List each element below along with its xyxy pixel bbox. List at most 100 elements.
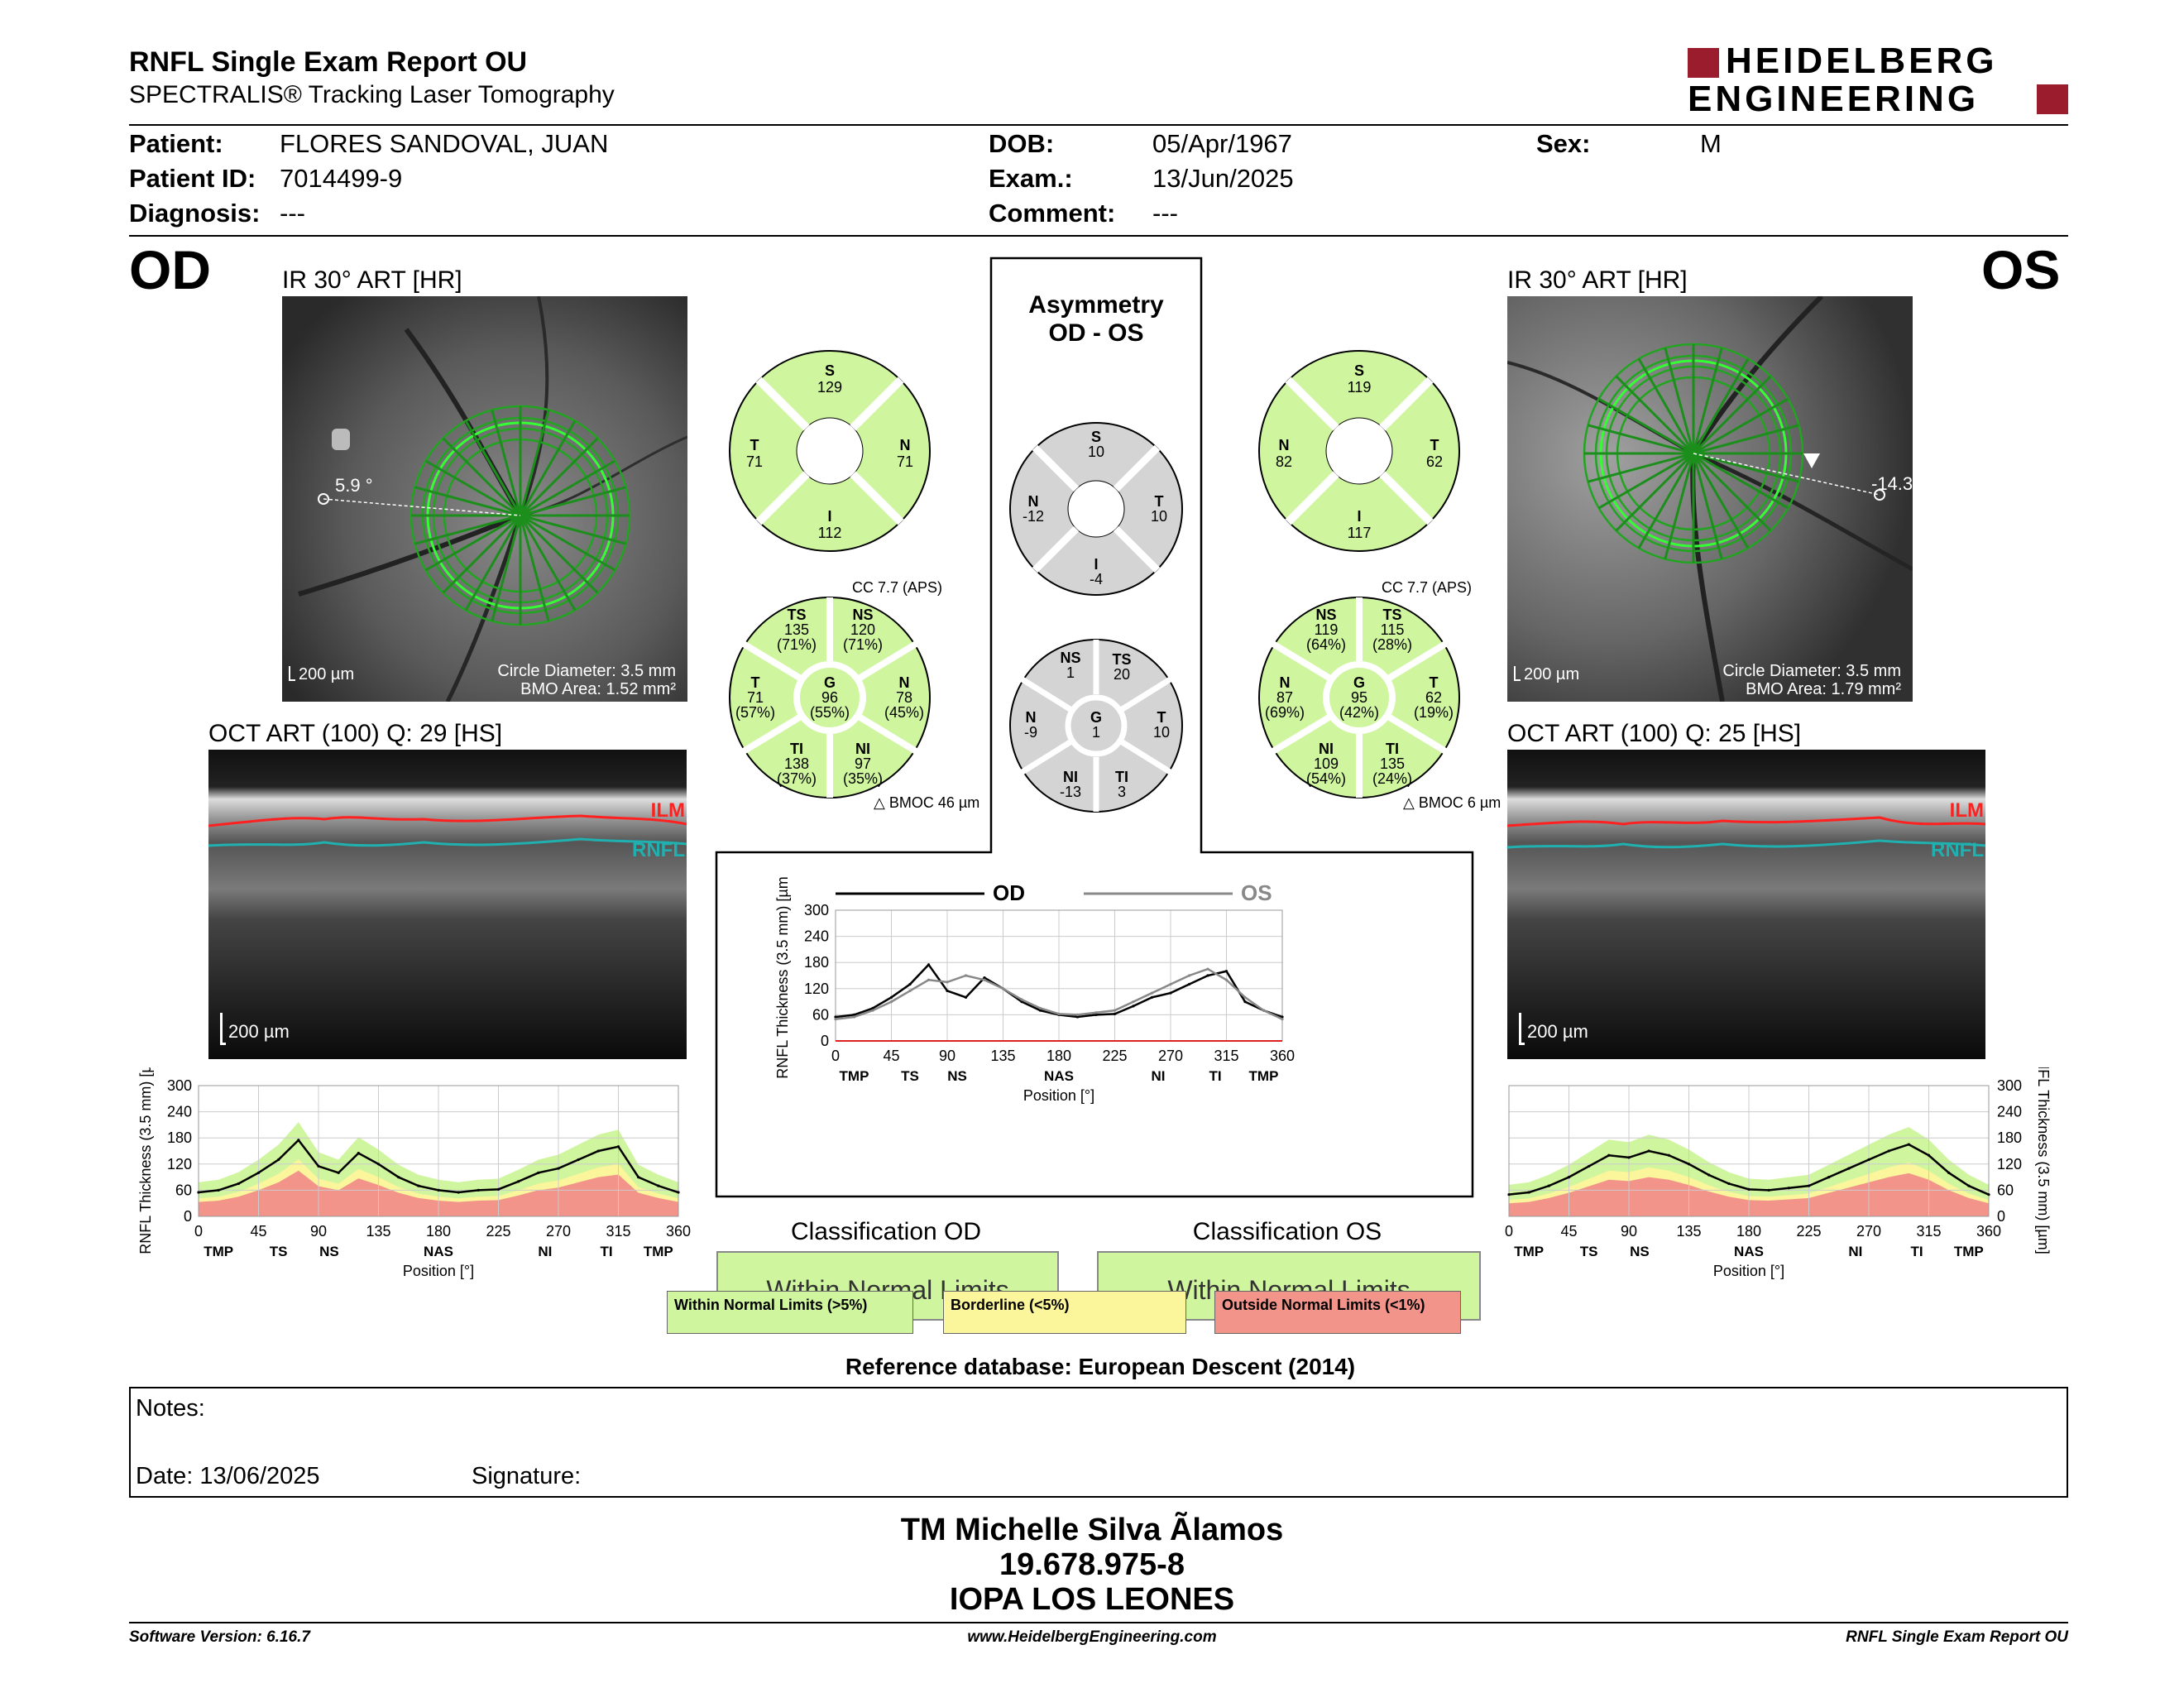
y-tick-label: 300 [167,1077,192,1094]
sector-label: TMP [1249,1068,1279,1084]
od-angle: 5.9 ° [335,475,373,496]
od-s6-ns: NS 120 (71%) [842,607,883,653]
x-tick-label: 270 [546,1223,571,1240]
x-tick-label: 225 [486,1223,510,1240]
y-tick-label: 60 [812,1006,829,1023]
scan-spoke [1615,452,1695,532]
data-point [1627,1156,1631,1159]
od-s6-g: G 96 (55%) [809,674,850,721]
scan-spoke [464,515,522,611]
notes-box[interactable]: Notes: Date: 13/06/2025 Signature: [129,1387,2068,1498]
od-s4-n-label: N [899,437,911,453]
od-sector-6: TS 135 (71%) NS 120 (71%) T 71 (57%) G 96 (55%) … [726,594,933,801]
data-point [834,1018,837,1021]
os-cc-label: CC 7.7 (APS) [1382,579,1473,596]
od-scale-marker [289,666,295,681]
os-eye-label: OS [1981,239,2061,300]
x-tick-label: 0 [194,1223,203,1240]
data-point [1967,1184,1971,1187]
data-point [1707,1173,1711,1177]
website-link[interactable]: www.HeidelbergEngineering.com [967,1628,1217,1646]
x-tick-label: 360 [1976,1223,2001,1240]
sector-label: TI [1910,1244,1923,1259]
sector-label: NS [319,1244,339,1259]
data-point [277,1158,280,1162]
reference-database: Reference database: European Descent (20… [845,1354,1356,1379]
scan-spoke [464,420,522,516]
od-s4-s-value: 129 [817,379,843,396]
report-title: RNFL Single Exam Report OU [129,46,528,78]
data-point [1847,1167,1851,1170]
data-point [1020,998,1023,1001]
scan-spoke [414,514,521,545]
plot-frame [1508,1085,1990,1217]
os-s6-ni: NI 109 (54%) [1305,741,1346,787]
y-tick-label: 0 [821,1033,829,1049]
x-tick-label: 225 [1102,1048,1127,1064]
od-bmoc: △ BMOC 46 µm [874,794,980,811]
data-point [397,1176,400,1179]
sector-label: TI [1209,1068,1221,1084]
od-eye-label: OD [129,239,211,300]
data-point [437,1188,440,1192]
data-point [337,1171,340,1174]
data-point [1075,1013,1080,1016]
data-point [1687,1163,1691,1166]
os-fundus-image[interactable]: -14.3 200 µm Circle Diameter: 3.5 mm BMO… [1507,296,1913,702]
sector-label: TMP [1514,1244,1544,1259]
data-point [1281,1015,1284,1019]
y-axis-label: RNFL Thickness (3.5 mm) [µm] [2035,1067,2052,1254]
asym-s4-n-label: N [1027,493,1039,510]
y-tick-label: 60 [1997,1182,2014,1198]
od-fundus-image[interactable]: 5.9 ° 200 µm Circle Diameter: 3.5 mm BMO… [282,296,687,702]
data-point [983,978,986,981]
exam-value: 13/Jun/2025 [1152,164,1294,193]
y-tick-label: 120 [167,1156,192,1172]
operator-name: TM Michelle Silva Ãlamos [900,1513,1284,1547]
legend-normal: Within Normal Limits (>5%) [667,1291,913,1334]
data-point [1807,1184,1811,1187]
os-s4-n-label: N [1278,437,1290,453]
scan-spoke [519,437,599,517]
scan-spoke [1664,348,1695,454]
data-point [964,995,968,999]
od-s4-i-label: I [827,508,832,525]
logo-line1: HEIDELBERG [1726,41,1998,81]
os-oct-bscan[interactable]: ILM RNFL 200 µm [1507,750,1985,1059]
heidelberg-logo: HEIDELBERG ENGINEERING [1688,41,2068,117]
data-point [946,981,949,984]
od-ilm-label: ILM [650,799,685,822]
diagnosis-label: Diagnosis: [129,199,261,228]
sector-label: NI [538,1244,552,1259]
data-point [1057,1012,1061,1015]
y-tick-label: 240 [1997,1104,2022,1120]
os-s4-i-label: I [1357,508,1362,525]
data-point [889,1000,893,1004]
asym-s4-t-label: T [1154,493,1164,510]
scan-spoke [414,486,521,517]
od-bmo-area: BMO Area: 1.52 mm² [520,680,676,698]
od-oct-bscan[interactable]: ILM RNFL 200 µm [208,750,687,1059]
data-point [1038,1009,1042,1012]
od-s6-ti: TI 138 (37%) [776,741,817,787]
data-point [1607,1153,1611,1157]
sector-label: NI [1848,1244,1862,1259]
data-point [297,1139,300,1142]
os-sector-6: NS 119 (64%) TS 115 (28%) N 87 (69%) G 95 (42%) … [1256,594,1463,801]
scan-spoke [1637,357,1695,454]
os-ilm-label: ILM [1949,799,1984,822]
data-point [1150,991,1154,995]
data-point [1094,1011,1098,1014]
asym-s4-i-label: I [1094,556,1099,573]
od-s4-s-label: S [824,362,835,379]
legend-label: OD [993,880,1025,905]
od-ir-title: IR 30° ART [HR] [282,266,462,294]
scan-spoke [1692,453,1723,559]
scan-spoke [1588,424,1694,455]
x-tick-label: 270 [1158,1048,1183,1064]
os-oct-scale-marker [1519,1013,1525,1045]
scan-spoke [1664,453,1695,559]
comment-label: Comment: [989,199,1116,228]
os-s4-s-value: 119 [1347,379,1372,396]
asymmetry-frame [715,257,1474,1198]
